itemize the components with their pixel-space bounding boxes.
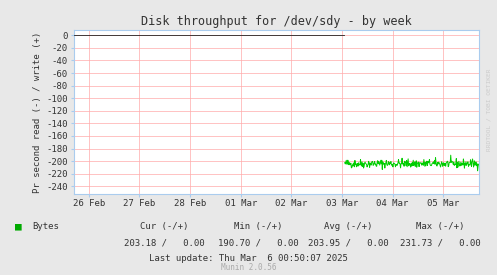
Text: 203.18 /   0.00: 203.18 / 0.00 [124,239,204,248]
Text: Min (-/+): Min (-/+) [234,222,283,231]
Text: Cur (-/+): Cur (-/+) [140,222,188,231]
Text: Bytes: Bytes [32,222,59,231]
Text: 190.70 /   0.00: 190.70 / 0.00 [218,239,299,248]
Text: Last update: Thu Mar  6 00:50:07 2025: Last update: Thu Mar 6 00:50:07 2025 [149,254,348,263]
Title: Disk throughput for /dev/sdy - by week: Disk throughput for /dev/sdy - by week [141,15,412,28]
Text: RRDTOOL / TOBI OETIKER: RRDTOOL / TOBI OETIKER [486,69,491,151]
Text: Max (-/+): Max (-/+) [415,222,464,231]
Y-axis label: Pr second read (-) / write (+): Pr second read (-) / write (+) [33,31,42,193]
Text: Munin 2.0.56: Munin 2.0.56 [221,263,276,272]
Text: 231.73 /   0.00: 231.73 / 0.00 [400,239,480,248]
Text: 203.95 /   0.00: 203.95 / 0.00 [308,239,388,248]
Text: Avg (-/+): Avg (-/+) [324,222,372,231]
Text: ■: ■ [15,222,22,232]
